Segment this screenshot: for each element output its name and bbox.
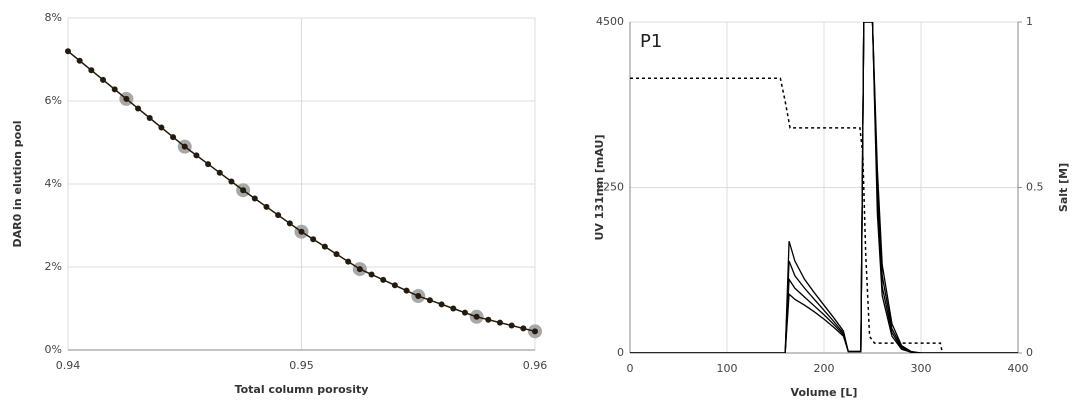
y2-axis-title: Salt [M]	[1057, 163, 1070, 212]
y-tick-label: 0	[617, 346, 624, 359]
data-point	[158, 124, 165, 131]
annotation: P1	[640, 31, 662, 52]
x-tick-label: 300	[911, 362, 932, 375]
data-point	[205, 161, 212, 168]
data-point	[461, 309, 468, 316]
x-tick-label: 0.95	[289, 359, 314, 372]
data-point	[100, 76, 107, 83]
data-point	[356, 266, 363, 273]
y-tick-label: 2%	[45, 260, 62, 273]
data-point	[368, 271, 375, 278]
data-point	[216, 169, 223, 176]
data-point	[111, 86, 118, 93]
data-point	[170, 134, 177, 141]
data-point	[310, 236, 317, 243]
x-tick-label: 100	[717, 362, 738, 375]
data-point	[146, 115, 153, 122]
y-tick-label: 2250	[596, 181, 624, 194]
data-point	[88, 67, 95, 74]
y-tick-label: 8%	[45, 11, 62, 24]
x-axis-title: Total column porosity	[235, 383, 369, 396]
data-point	[450, 305, 457, 312]
x-tick-label: 200	[814, 362, 835, 375]
x-tick-label: 0.94	[56, 359, 81, 372]
data-point	[415, 293, 422, 300]
data-point	[496, 319, 503, 326]
plot-area	[65, 48, 542, 339]
x-axis-title: Volume [L]	[791, 386, 858, 399]
data-point	[193, 152, 200, 159]
y-axis-title: UV 131nm [mAU]	[593, 135, 606, 241]
data-point	[426, 297, 433, 304]
plot-area	[630, 22, 1018, 353]
x-tick-label: 0	[627, 362, 634, 375]
data-point	[123, 95, 130, 102]
data-point	[240, 187, 247, 194]
data-point	[532, 328, 538, 335]
data-point	[251, 195, 258, 202]
data-point	[181, 143, 188, 150]
data-point	[65, 48, 71, 55]
data-point	[275, 212, 282, 219]
data-point	[438, 301, 445, 308]
y-axis-title: DAR0 in elution pool	[11, 120, 24, 247]
data-point	[380, 276, 387, 283]
y2-tick-label: 0	[1026, 346, 1033, 359]
y2-tick-label: 1	[1026, 15, 1033, 28]
y-tick-label: 4%	[45, 177, 62, 190]
y-tick-label: 4500	[596, 15, 624, 28]
data-point	[485, 316, 492, 323]
y2-tick-label: 0.5	[1026, 181, 1044, 194]
data-point	[135, 105, 142, 112]
data-point	[333, 251, 340, 258]
y-tick-label: 6%	[45, 94, 62, 107]
data-point	[345, 258, 352, 265]
data-point	[508, 322, 515, 329]
data-point	[298, 228, 305, 235]
data-point	[321, 243, 328, 250]
data-point	[286, 220, 293, 227]
data-point	[473, 313, 480, 320]
data-point	[263, 203, 270, 210]
x-tick-label: 0.96	[523, 359, 548, 372]
data-point	[403, 287, 410, 294]
data-point	[76, 57, 83, 64]
data-point	[520, 325, 527, 332]
y-tick-label: 0%	[45, 343, 62, 356]
data-point	[391, 282, 398, 289]
x-tick-label: 400	[1008, 362, 1029, 375]
data-point	[228, 178, 235, 185]
